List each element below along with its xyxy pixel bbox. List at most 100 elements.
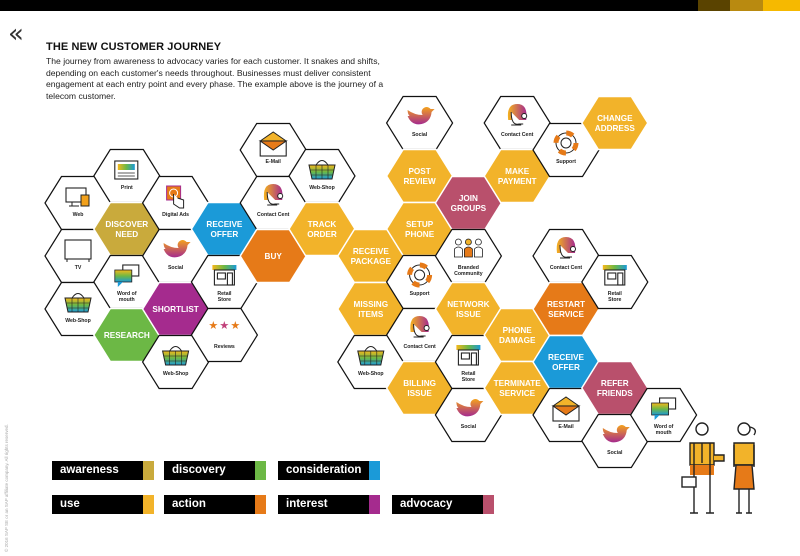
channel-label: Support (556, 159, 576, 165)
channel-label: Social (168, 265, 184, 271)
legend-swatch (143, 495, 154, 514)
channel-label: Retail Store (217, 291, 232, 303)
channel-label: Contact Cent (403, 344, 436, 350)
tv-icon (64, 239, 92, 262)
legend-item-action: action (164, 495, 266, 514)
channel-label: Contact Cent (501, 132, 534, 138)
social-icon (163, 240, 191, 258)
channel-label: E-Mail (266, 159, 282, 165)
web-shop-icon (357, 346, 385, 366)
channel-label: Web (73, 212, 84, 218)
legend-label: discovery (172, 464, 226, 476)
hex-phase-step: CHANGE ADDRESS (580, 95, 649, 151)
support-icon (407, 262, 433, 288)
phase-step-label: MISSING ITEMS (354, 300, 389, 319)
channel-label: Word of mouth (654, 424, 674, 436)
phase-step-label: NETWORK ISSUE (447, 300, 489, 319)
phase-step-label: TRACK ORDER (307, 220, 337, 239)
contact-center-icon (410, 316, 430, 338)
legend-item-consideration: consideration (278, 461, 380, 480)
hex-channel-contact-center: Contact Cent (385, 307, 454, 363)
web-shop-icon (308, 160, 336, 180)
channel-label: TV (75, 265, 82, 271)
channel-label: Web-Shop (358, 371, 384, 377)
hex-channel-branded-community: Branded Community (434, 228, 503, 284)
support-icon (553, 130, 579, 156)
phase-step-label: RECEIVE OFFER (548, 353, 584, 372)
hex-channel-web-shop: Web-Shop (288, 148, 356, 204)
channel-label: Web-Shop (163, 371, 189, 377)
svg-text:★: ★ (219, 320, 229, 332)
word-of-mouth-icon (651, 397, 677, 420)
hex-channel-contact-center: Contact Cent (483, 95, 551, 151)
page-description: The journey from awareness to advocacy v… (46, 56, 384, 101)
phase-step-label: DISCOVER NEED (105, 220, 148, 239)
hex-phase-step: TRACK ORDER (288, 201, 356, 257)
legend-item-awareness: awareness (52, 461, 154, 480)
hex-channel-retail-store: Retail Store (434, 334, 503, 390)
phase-step-label: RESEARCH (104, 331, 150, 340)
top-bar-segment (0, 0, 698, 11)
top-bar-segment (698, 0, 730, 11)
double-chevron-left-icon[interactable]: « (8, 19, 24, 49)
hex-channel-social: Social (385, 95, 454, 151)
phase-step-label: SETUP PHONE (405, 220, 435, 239)
channel-label: Retail Store (461, 371, 476, 383)
legend-item-interest: interest (278, 495, 380, 514)
legend-item-use: use (52, 495, 154, 514)
hex-channel-digital-ads: Digital Ads (141, 175, 210, 231)
channel-label: E-Mail (558, 424, 574, 430)
hex-channel-web-shop: Web-Shop (44, 281, 112, 337)
retail-store-icon (602, 265, 627, 286)
print-icon (114, 160, 139, 180)
hex-phase-step: BILLING ISSUE (385, 360, 454, 416)
email-icon (551, 396, 581, 422)
phase-step-label: RECEIVE PACKAGE (351, 247, 392, 266)
top-bar-segment (730, 0, 763, 11)
channel-label: Social (412, 132, 428, 138)
phase-step-label: PHONE DAMAGE (499, 326, 536, 345)
phase-step-label: CHANGE ADDRESS (595, 114, 636, 133)
retail-store-icon (456, 345, 481, 366)
phase-step-label: MAKE PAYMENT (498, 167, 537, 186)
legend-label: advocacy (400, 498, 453, 510)
retail-store-icon (212, 265, 237, 286)
channel-label: Social (461, 424, 477, 430)
hex-channel-word-of-mouth: Word of mouth (629, 387, 698, 443)
top-bar-segment (763, 0, 800, 11)
svg-text:★: ★ (208, 320, 218, 332)
contact-center-icon (263, 184, 284, 206)
hex-channel-social: Social (434, 387, 503, 443)
hex-channel-support: Support (532, 122, 600, 178)
social-icon (602, 425, 630, 443)
channel-label: Word of mouth (117, 291, 137, 303)
legend-swatch (255, 461, 266, 480)
web-shop-icon (161, 346, 190, 366)
hex-channel-reviews: ★ ★ ★Reviews (190, 307, 259, 363)
phase-step-label: RECEIVE OFFER (206, 220, 242, 239)
phase-step-label: RESTART SERVICE (547, 300, 585, 319)
channel-label: Digital Ads (162, 212, 189, 218)
social-icon (456, 399, 484, 417)
hex-phase-step: MAKE PAYMENT (483, 148, 552, 204)
legend-swatch (369, 495, 380, 514)
hex-channel-contact-center: Contact Cent (532, 228, 600, 284)
legend-label: use (60, 498, 80, 510)
business-people-illustration (681, 422, 757, 514)
social-icon (407, 107, 435, 125)
legend-label: interest (286, 498, 328, 510)
legend-label: awareness (60, 464, 119, 476)
legend-item-advocacy: advocacy (392, 495, 494, 514)
web-icon (65, 187, 90, 207)
hex-channel-social: Social (141, 228, 210, 284)
word-of-mouth-icon (114, 264, 140, 287)
phase-step-label: POST REVIEW (403, 167, 436, 186)
page-title: THE NEW CUSTOMER JOURNEY (46, 41, 222, 53)
channel-label: Web-Shop (65, 318, 91, 324)
channel-label: Contact Cent (257, 212, 290, 218)
legend-swatch (483, 495, 494, 514)
legend-item-discovery: discovery (164, 461, 266, 480)
web-shop-icon (64, 293, 92, 313)
legend-swatch (255, 495, 266, 514)
contact-center-icon (556, 237, 576, 259)
